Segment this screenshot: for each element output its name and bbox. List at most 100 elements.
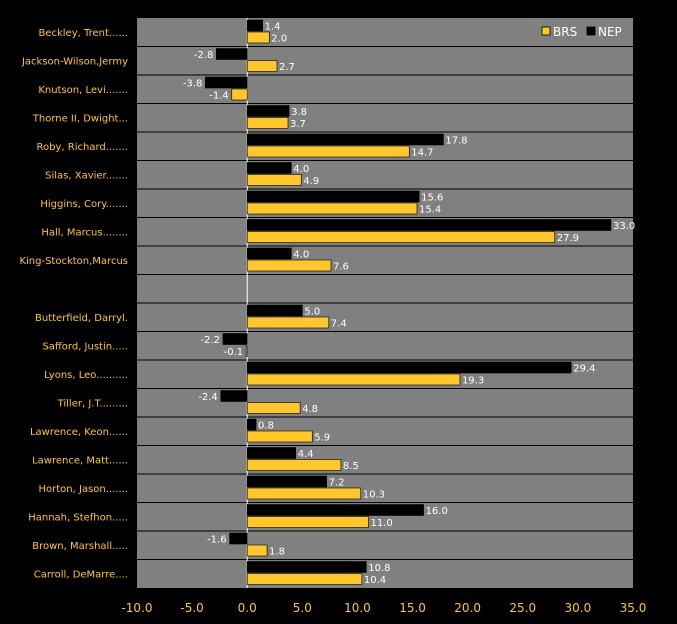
- category-label: Higgins, Cory.......: [40, 199, 128, 210]
- bar-brs: [246, 573, 363, 585]
- x-tick-label: -5.0: [180, 601, 203, 615]
- category-label: Lawrence, Matt......: [32, 455, 128, 466]
- bar-nep: [246, 105, 290, 117]
- bar-brs: [246, 487, 362, 500]
- category-label: Lawrence, Keon......: [30, 427, 128, 438]
- bar-brs: [246, 60, 278, 72]
- category-label: Hall, Marcus........: [41, 227, 128, 238]
- value-label-nep: -2.4: [198, 392, 218, 403]
- plot-area: [137, 18, 633, 588]
- bar-brs: [246, 544, 268, 557]
- bar-brs: [246, 117, 289, 129]
- bar-nep: [222, 333, 248, 345]
- category-label: Brown, Marshall.....: [32, 541, 128, 552]
- value-label-nep: 3.8: [291, 107, 307, 118]
- value-label-brs: 27.9: [557, 233, 579, 244]
- category-label: Tiller, J.T.........: [57, 398, 128, 409]
- bar-nep: [246, 304, 303, 317]
- x-tick-label: 25.0: [509, 601, 536, 615]
- value-label-nep: 5.0: [304, 307, 320, 318]
- value-label-nep: 10.8: [368, 563, 390, 574]
- category-label: Horton, Jason.......: [39, 484, 128, 495]
- bar-brs: [246, 373, 461, 386]
- value-label-brs: 10.3: [363, 490, 385, 501]
- bar-brs: [246, 231, 556, 243]
- x-tick-label: 10.0: [344, 601, 371, 615]
- x-tick-label: 15.0: [399, 601, 426, 615]
- category-label: Safford, Justin.....: [42, 341, 128, 352]
- category-label: Lyons, Leo..........: [44, 370, 128, 381]
- value-label-nep: -1.6: [207, 535, 227, 546]
- legend: BRS NEP: [541, 25, 622, 39]
- value-label-brs: 8.5: [343, 461, 359, 472]
- bar-brs: [246, 145, 410, 158]
- category-label: Carroll, DeMarre....: [34, 569, 128, 580]
- value-label-nep: 29.4: [573, 364, 595, 375]
- value-label-nep: 7.2: [329, 478, 345, 489]
- value-label-brs: 2.7: [279, 62, 295, 73]
- value-label-brs: 3.7: [290, 119, 306, 130]
- bar-brs: [246, 316, 330, 329]
- legend-label-nep: NEP: [598, 25, 622, 39]
- bar-nep: [246, 418, 257, 431]
- x-tick-label: 35.0: [620, 601, 647, 615]
- value-label-nep: 33.0: [613, 221, 635, 232]
- value-label-brs: 5.9: [314, 433, 330, 444]
- value-label-nep: -2.8: [194, 50, 214, 61]
- value-label-brs: 15.4: [419, 205, 441, 216]
- x-tick-label: 0.0: [238, 601, 257, 615]
- bar-brs: [246, 402, 301, 414]
- value-label-brs: 7.6: [333, 262, 349, 273]
- value-label-nep: 4.4: [298, 449, 314, 460]
- value-label-brs: 2.0: [271, 34, 287, 45]
- bar-nep: [246, 133, 444, 146]
- value-label-brs: -0.1: [224, 347, 244, 358]
- value-label-brs: 10.4: [364, 575, 386, 586]
- value-label-nep: 4.0: [293, 164, 309, 175]
- bar-nep: [229, 532, 248, 545]
- value-label-nep: 15.6: [421, 193, 443, 204]
- value-label-nep: -2.2: [200, 335, 220, 346]
- category-labels: Beckley, Trent...... Jackson-Wilson,Jermy…: [19, 28, 128, 581]
- legend-label-brs: BRS: [553, 25, 577, 39]
- bar-nep: [246, 162, 292, 174]
- value-label-brs: 4.8: [302, 404, 318, 415]
- bar-brs: [246, 31, 270, 44]
- category-label: Silas, Xavier.......: [45, 170, 128, 181]
- x-tick-label: 5.0: [293, 601, 312, 615]
- value-label-nep: 0.8: [258, 421, 274, 432]
- x-tick-label: 20.0: [454, 601, 481, 615]
- bar-brs: [246, 459, 342, 471]
- bar-brs: [246, 516, 369, 528]
- category-label: Hannah, Stefhon.....: [28, 512, 128, 523]
- category-label: Thorne II, Dwight...: [32, 113, 128, 124]
- value-label-brs: 1.8: [269, 547, 285, 558]
- legend-swatch-brs: [541, 26, 551, 36]
- bar-nep: [246, 247, 292, 260]
- value-label-nep: 4.0: [293, 250, 309, 261]
- bar-nep: [246, 219, 612, 231]
- value-label-nep: 16.0: [426, 506, 448, 517]
- value-label-brs: 14.7: [411, 148, 433, 159]
- category-label: Butterfield, Darryl.: [35, 313, 128, 324]
- value-label-nep: 17.8: [445, 136, 467, 147]
- bar-nep: [246, 561, 367, 573]
- value-label-nep: 1.4: [265, 22, 281, 33]
- value-label-brs: -1.4: [209, 91, 229, 102]
- value-label-brs: 19.3: [462, 376, 484, 387]
- category-label: Beckley, Trent......: [38, 28, 128, 39]
- bar-nep: [220, 390, 248, 402]
- category-label: Knutson, Levi.......: [38, 85, 128, 96]
- bar-nep: [205, 76, 248, 89]
- x-tick-label: 30.0: [565, 601, 592, 615]
- value-label-brs: 11.0: [370, 518, 392, 529]
- category-label: Roby, Richard.......: [37, 142, 128, 153]
- bar-brs: [246, 259, 332, 272]
- bar-brs: [231, 88, 248, 101]
- bar-nep: [216, 48, 248, 60]
- category-label: King-Stockton,Marcus: [19, 256, 128, 267]
- x-tick-label: -10.0: [121, 601, 152, 615]
- bar-nep: [246, 475, 327, 488]
- bar-nep: [246, 361, 572, 374]
